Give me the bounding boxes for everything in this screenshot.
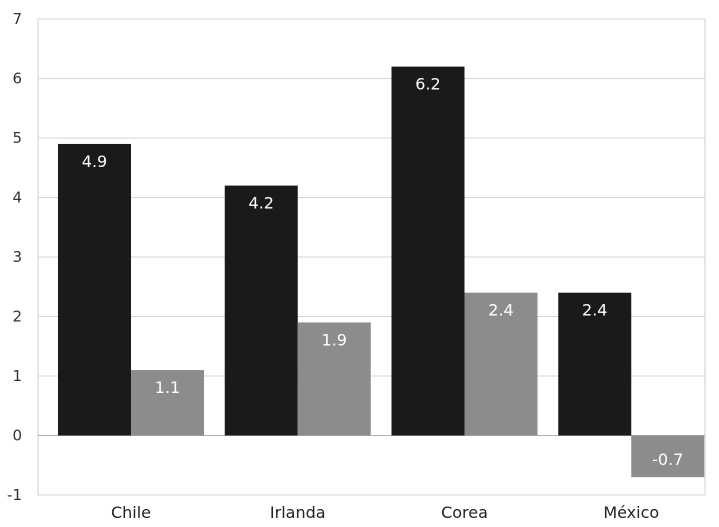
x-axis-categories: Chile Irlanda Corea México (111, 503, 659, 522)
y-tick-label: 1 (12, 367, 22, 385)
bar (58, 143, 131, 436)
data-label: -0.7 (652, 450, 683, 469)
data-label: 4.2 (249, 194, 274, 213)
bar (631, 435, 705, 478)
data-label: 1.1 (155, 378, 180, 397)
y-tick-label: 7 (12, 10, 22, 28)
x-category-label: Corea (441, 503, 488, 522)
y-tick-label: 0 (12, 427, 22, 445)
bar (391, 66, 465, 436)
x-category-label: Irlanda (270, 503, 326, 522)
x-category-label: México (603, 503, 659, 522)
bar (224, 185, 298, 436)
data-label: 2.4 (582, 301, 607, 320)
y-tick-label: 2 (12, 308, 22, 326)
bar (464, 292, 538, 436)
y-tick-label: 3 (12, 248, 22, 266)
data-label: 1.9 (322, 330, 347, 349)
bar (297, 322, 371, 436)
bar (558, 292, 632, 436)
y-tick-label: 5 (12, 129, 22, 147)
data-label: 6.2 (415, 75, 440, 94)
y-tick-label: 4 (12, 189, 22, 207)
y-tick-label: 6 (12, 70, 22, 88)
bars (58, 66, 705, 478)
data-labels: 4.9 1.1 4.2 1.9 6.2 2.4 2.4 -0.7 (82, 75, 684, 470)
x-category-label: Chile (111, 503, 151, 522)
bar (131, 370, 204, 436)
data-label: 2.4 (488, 301, 513, 320)
y-axis-ticks: -1 0 1 2 3 4 5 6 7 (7, 10, 22, 504)
y-tick-label: -1 (7, 486, 22, 504)
data-label: 4.9 (82, 152, 107, 171)
